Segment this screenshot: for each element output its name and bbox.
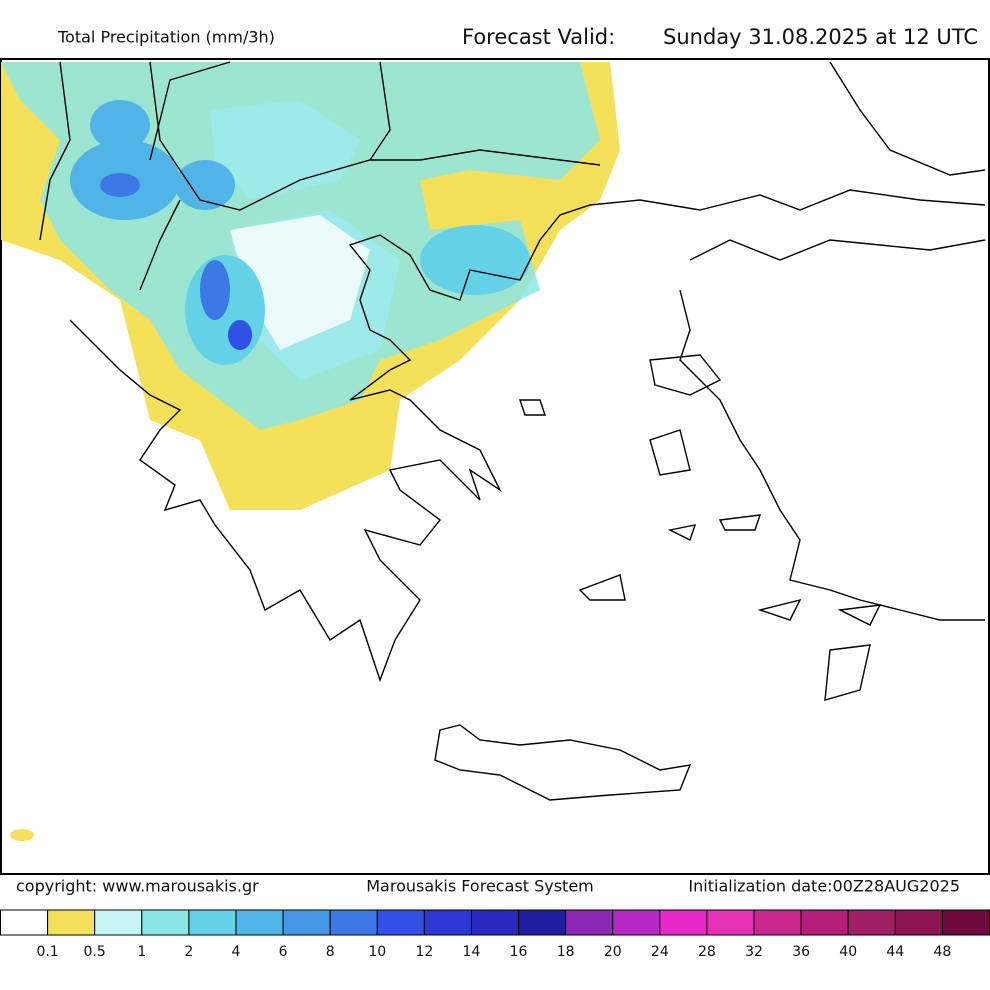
coastlines — [39, 61, 986, 801]
legend-label: 20 — [604, 944, 622, 960]
legend-label: 24 — [651, 944, 669, 960]
legend-swatch — [894, 909, 943, 936]
legend-label: 10 — [368, 944, 386, 960]
map-title: Total Precipitation (mm/3h) — [57, 28, 275, 47]
legend-label: 48 — [933, 944, 951, 960]
legend-swatch — [423, 909, 472, 936]
legend-label: 1 — [137, 944, 146, 960]
copyright: copyright: www.marousakis.gr — [16, 877, 259, 896]
map-area — [0, 58, 990, 875]
init-date: Initialization date:00Z28AUG2025 — [688, 877, 960, 896]
legend-swatch — [706, 909, 755, 936]
legend-swatch — [800, 909, 849, 936]
legend-swatch — [329, 909, 378, 936]
legend-swatch — [94, 909, 143, 936]
legend-label: 14 — [463, 944, 481, 960]
legend-label: 8 — [326, 944, 335, 960]
legend-swatch — [518, 909, 567, 936]
legend-swatch — [235, 909, 284, 936]
precip-darkblue — [228, 320, 252, 350]
precip-blue — [175, 160, 235, 210]
legend-swatch — [612, 909, 661, 936]
legend-swatch — [188, 909, 237, 936]
legend-label: 6 — [279, 944, 288, 960]
forecast-time: Sunday 31.08.2025 at 12 UTC — [663, 25, 978, 49]
precip-blue — [420, 225, 530, 295]
legend-label: 18 — [557, 944, 575, 960]
legend-swatch — [141, 909, 190, 936]
color-legend: 0.1 0.5 1 2 4 6 8 10 12 14 16 18 20 24 28 32 36 40 44 48 — [0, 909, 990, 960]
precip-dry — [230, 215, 370, 350]
legend-label: 0.5 — [84, 944, 106, 960]
precip-darkblue — [100, 173, 140, 197]
legend-label: 44 — [886, 944, 904, 960]
legend-label: 28 — [698, 944, 716, 960]
legend-label: 40 — [839, 944, 857, 960]
islands — [519, 354, 882, 701]
legend-label: 36 — [792, 944, 810, 960]
legend-label: 0.1 — [36, 944, 58, 960]
crete — [434, 724, 692, 801]
legend-swatch — [941, 909, 990, 936]
turkey-coast — [679, 61, 986, 621]
legend-swatch — [47, 909, 96, 936]
forecast-label: Forecast Valid: — [462, 25, 615, 49]
borders — [39, 61, 601, 291]
legend-swatch — [0, 909, 49, 936]
legend-label: 12 — [415, 944, 433, 960]
legend-swatch — [659, 909, 708, 936]
legend-label: 32 — [745, 944, 763, 960]
legend-swatch — [565, 909, 614, 936]
legend-swatch — [470, 909, 520, 936]
legend-label: 2 — [184, 944, 193, 960]
mainland-coast — [69, 199, 701, 683]
system-name: Marousakis Forecast System — [366, 877, 594, 896]
legend-swatch — [847, 909, 896, 936]
legend-swatch — [376, 909, 425, 936]
precip-yellow — [10, 829, 34, 841]
legend-label: 16 — [510, 944, 528, 960]
precip-blue — [90, 100, 150, 150]
legend-label: 4 — [232, 944, 241, 960]
precip-darkblue — [200, 260, 230, 320]
legend-swatch — [753, 909, 802, 936]
legend-swatch — [282, 909, 331, 936]
